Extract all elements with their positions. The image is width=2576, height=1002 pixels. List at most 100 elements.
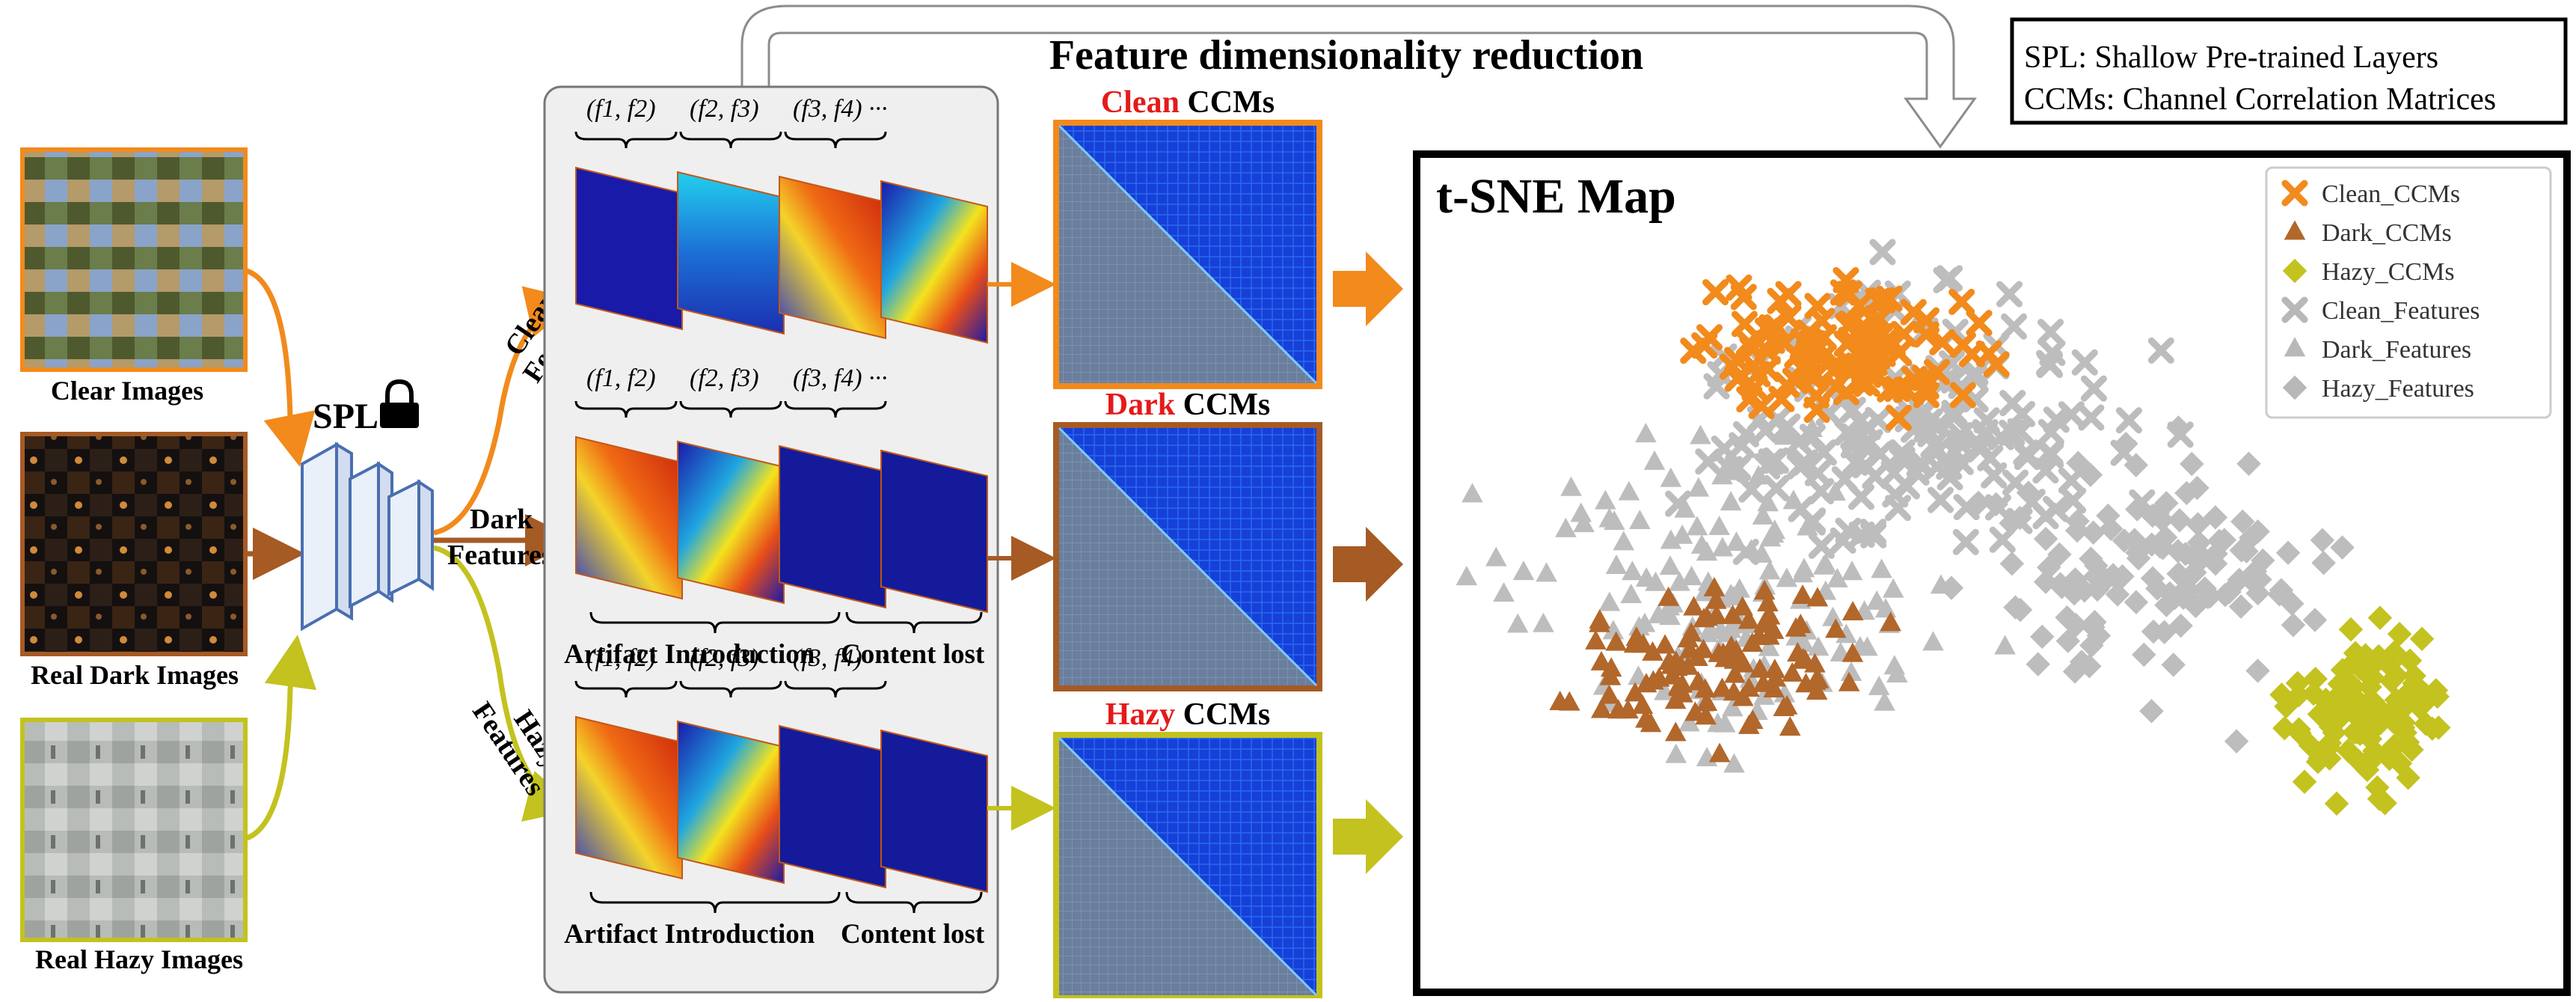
legend-label: Dark_CCMs <box>2322 219 2452 247</box>
scatter-point <box>1913 321 1939 348</box>
scatter-point <box>2217 579 2242 605</box>
scatter-point <box>1801 417 1823 437</box>
feature-row-clear: (f1, f2) (f2, f3) (f3, f4) ··· <box>574 95 988 344</box>
legend-label: Clean_Features <box>2322 297 2480 325</box>
pair-label: (f3, f4) ··· <box>793 364 888 392</box>
scatter-point <box>1533 612 1554 632</box>
scatter-point <box>1595 489 1616 510</box>
scatter-point <box>1669 571 1690 591</box>
scatter-point <box>1885 404 1913 431</box>
scatter-point <box>1850 332 1877 359</box>
scatter-point <box>1664 721 1687 742</box>
scatter-point <box>1803 382 1830 409</box>
scatter-point <box>2228 594 2254 619</box>
scatter-point <box>1856 636 1878 656</box>
scatter-point <box>2245 519 2270 544</box>
scatter-point <box>1677 628 1699 648</box>
scatter-point <box>1762 447 1789 474</box>
scatter-point <box>2281 296 2308 323</box>
scatter-point <box>1764 314 1791 340</box>
legend-entry: Clean_Features <box>2281 296 2480 325</box>
scatter-point <box>1708 742 1731 763</box>
scatter-point <box>2365 775 2390 800</box>
scatter-point <box>1635 566 1657 587</box>
scatter-point <box>1625 626 1648 647</box>
scatter-point <box>1841 560 1863 581</box>
scatter-point <box>2047 542 2072 567</box>
scatter-point <box>1714 712 1736 733</box>
scatter-point <box>1748 392 1775 420</box>
scatter-point <box>2281 612 2306 638</box>
scatter-point <box>1634 612 1656 632</box>
scatter-point <box>1684 701 1706 721</box>
scatter-point <box>1618 480 1640 501</box>
scatter-point <box>2310 528 2335 553</box>
scatter-point <box>1836 281 1862 308</box>
dimensionality-reduction-arrow: Feature dimensionality reduction <box>740 4 1977 149</box>
pair-brace <box>574 131 678 149</box>
scatter-point <box>1768 385 1795 412</box>
scatter-point <box>1555 517 1577 537</box>
scatter-point <box>1607 699 1629 719</box>
scatter-point <box>1674 498 1696 518</box>
scatter-point <box>1723 753 1745 773</box>
scatter-point <box>1741 709 1764 730</box>
scatter-point <box>1590 650 1613 670</box>
scatter-point <box>1660 654 1683 674</box>
pair-label: (f1, f2) <box>586 644 656 672</box>
pair-brace <box>784 400 887 418</box>
scatter-point <box>1825 618 1847 638</box>
scatter-point <box>1590 698 1613 718</box>
scatter-point <box>2025 652 2051 676</box>
scatter-point <box>2139 699 2164 724</box>
scatter-point <box>2063 567 2088 592</box>
scatter-point <box>1620 584 1643 604</box>
scatter-point <box>1598 684 1620 704</box>
scatter-point <box>1462 483 1483 503</box>
scatter-point <box>1757 492 1779 512</box>
spl-block: SPL <box>301 379 434 632</box>
scatter-point <box>1924 453 1951 480</box>
scatter-point <box>1922 631 1944 651</box>
scatter-point <box>1558 691 1580 711</box>
scatter-point <box>1927 486 1954 513</box>
ccm-diagonal <box>1058 124 1318 385</box>
scatter-point <box>2338 672 2364 697</box>
scatter-point <box>1605 555 1628 575</box>
feature-map <box>779 175 886 340</box>
scatter-point <box>1659 555 1681 575</box>
scatter-point <box>2037 319 2064 346</box>
scatter-point <box>1960 364 1987 391</box>
pair-label: (f2, f3) <box>690 95 759 123</box>
input-hazy-images: Real Hazy Images <box>20 718 248 974</box>
scatter-point <box>1789 613 1812 633</box>
ccm-title: Hazy CCMs <box>1105 697 1270 732</box>
scatter-point <box>2096 503 2120 528</box>
scatter-point <box>1605 631 1628 651</box>
scatter-point <box>1869 239 1896 266</box>
scatter-point <box>2125 497 2150 522</box>
scatter-point <box>1624 682 1646 702</box>
scatter-point <box>2275 540 2301 566</box>
scatter-point <box>1722 604 1744 624</box>
scatter-point <box>2285 670 2310 696</box>
scatter-point <box>1717 623 1739 643</box>
ccm-diagonal <box>1058 736 1318 997</box>
input-label-hazy: Real Hazy Images <box>35 944 243 974</box>
scatter-point <box>1680 337 1707 364</box>
scatter-point <box>1711 677 1733 697</box>
scatter-point <box>1732 596 1754 616</box>
scatter-point <box>1996 281 2023 308</box>
scatter-point <box>1493 582 1515 602</box>
scatter-point <box>1809 344 1836 371</box>
legend-label: Dark_Features <box>2322 336 2471 364</box>
scatter-point <box>1871 558 1892 578</box>
scatter-point <box>2007 418 2034 445</box>
scatter-point <box>1806 587 1829 607</box>
scatter-point <box>1671 524 1693 544</box>
scatter-point <box>1598 591 1621 611</box>
scatter-point <box>1724 663 1746 683</box>
feature-row-dark: (f1, f2) (f2, f3) (f3, f4) ···Artifact Int… <box>564 364 988 670</box>
scatter-point <box>1861 349 1888 376</box>
scatter-point <box>1738 609 1760 629</box>
